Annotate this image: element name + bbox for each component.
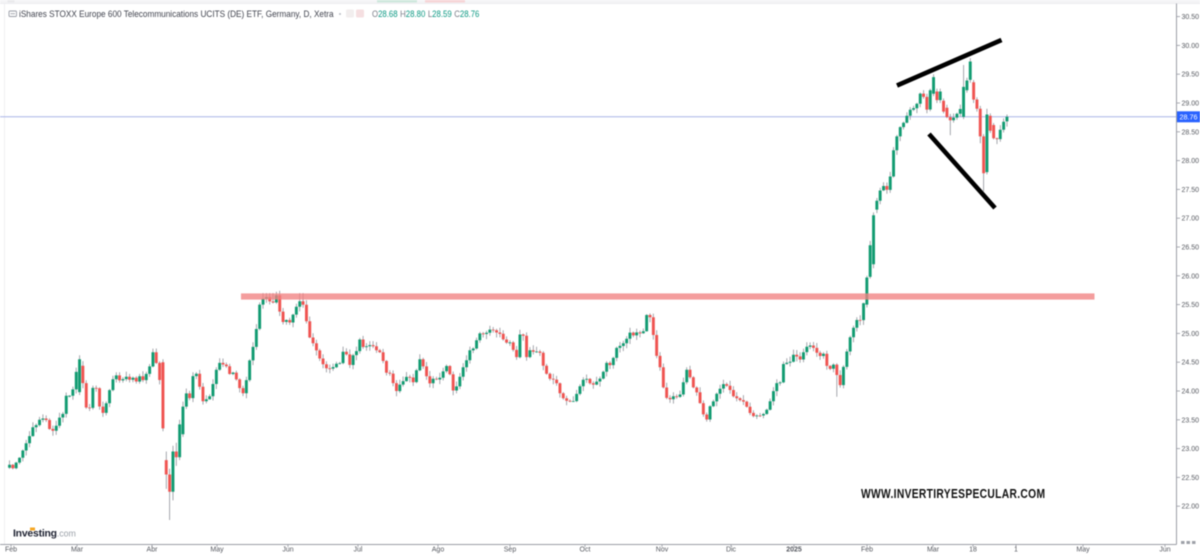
svg-text:29.50: 29.50 [1182,72,1200,79]
svg-text:Dic: Dic [726,547,737,554]
svg-text:Feb: Feb [5,547,17,554]
svg-text:29.00: 29.00 [1182,101,1200,108]
svg-text:24.50: 24.50 [1182,360,1200,367]
svg-text:Abr: Abr [147,547,159,554]
svg-text:27.50: 27.50 [1182,187,1200,194]
svg-text:30.50: 30.50 [1182,14,1200,21]
svg-text:Sep: Sep [504,547,517,554]
svg-text:Nov: Nov [656,547,669,554]
svg-text:26.00: 26.00 [1182,273,1200,280]
svg-text:iShares STOXX Europe 600 Telec: iShares STOXX Europe 600 Telecommunicati… [19,9,334,20]
svg-text:30.00: 30.00 [1182,43,1200,50]
svg-text:1: 1 [1014,547,1018,554]
svg-text:WWW.INVERTIRYESPECULAR.COM: WWW.INVERTIRYESPECULAR.COM [861,486,1045,502]
svg-text:Jun: Jun [282,547,293,554]
svg-text:28.00: 28.00 [1182,158,1200,165]
svg-text:Jul: Jul [354,547,363,554]
svg-text:Investing.com: Investing.com [13,529,76,540]
svg-text:Oct: Oct [580,547,591,554]
svg-text:25.00: 25.00 [1182,331,1200,338]
svg-text:18: 18 [969,547,977,554]
svg-text:May: May [210,547,224,554]
svg-text:Mar: Mar [71,547,84,554]
svg-text:Jun: Jun [1159,547,1170,554]
svg-text:23.00: 23.00 [1182,446,1200,453]
svg-text:25.50: 25.50 [1182,302,1200,309]
svg-text:22.00: 22.00 [1182,504,1200,511]
svg-text:2025: 2025 [786,547,802,554]
svg-text:May: May [1076,547,1090,554]
svg-text:27.00: 27.00 [1182,216,1200,223]
svg-text:26.50: 26.50 [1182,245,1200,252]
svg-text:Ago: Ago [432,547,445,554]
svg-text:28.76: 28.76 [1180,112,1198,121]
svg-text:28.50: 28.50 [1182,129,1200,136]
svg-text:22.50: 22.50 [1182,475,1200,482]
svg-text:Feb: Feb [861,547,873,554]
svg-text:24.00: 24.00 [1182,389,1200,396]
svg-text:23.50: 23.50 [1182,417,1200,424]
svg-text:Mar: Mar [927,547,940,554]
